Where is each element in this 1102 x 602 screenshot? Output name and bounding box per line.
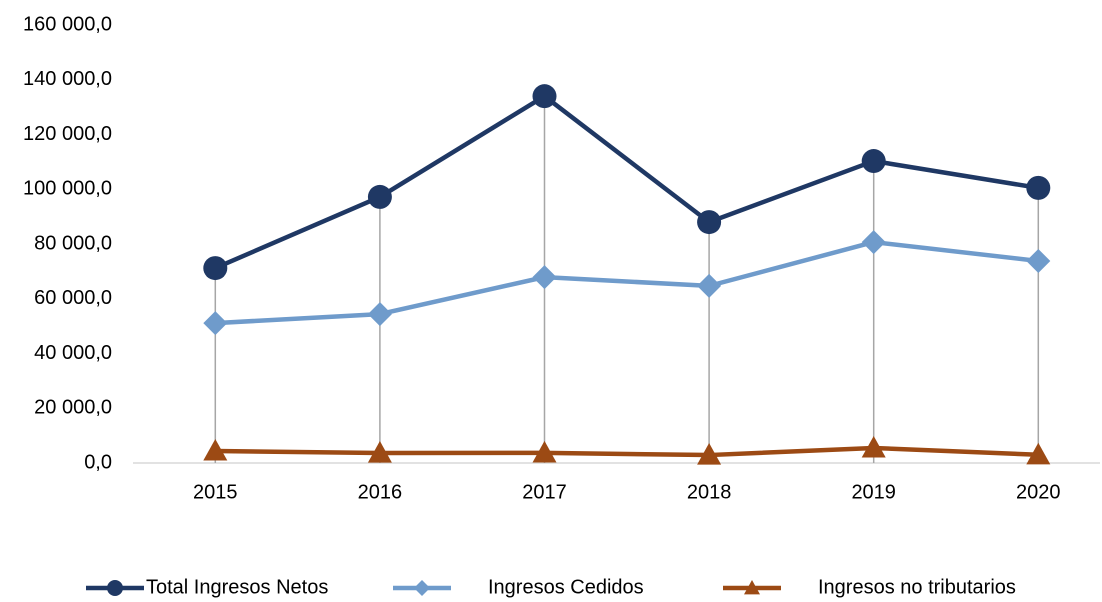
x-tick-label: 2020: [1016, 481, 1061, 503]
y-tick-label: 80 000,0: [34, 232, 112, 254]
y-tick-label: 40 000,0: [34, 342, 112, 364]
y-tick-label: 120 000,0: [23, 123, 112, 145]
data-point: [697, 443, 722, 465]
x-tick-label: 2016: [358, 481, 403, 503]
y-tick-label: 20 000,0: [34, 397, 112, 419]
x-tick-label: 2017: [522, 481, 567, 503]
legend-label: Ingresos no tributarios: [818, 576, 1016, 598]
legend-marker: [414, 580, 430, 596]
data-point: [532, 265, 557, 290]
x-tick-label: 2018: [687, 481, 732, 503]
data-point: [861, 149, 886, 174]
y-tick-label: 0,0: [84, 451, 112, 473]
data-point: [861, 435, 886, 458]
x-tick-label: 2019: [851, 481, 896, 503]
data-point: [697, 273, 722, 298]
data-point: [697, 210, 722, 235]
data-point: [861, 230, 886, 255]
y-tick-label: 160 000,0: [23, 13, 112, 35]
data-point: [367, 441, 392, 463]
y-tick-label: 140 000,0: [23, 68, 112, 90]
x-tick-label: 2015: [193, 481, 238, 503]
legend-marker: [107, 580, 123, 596]
series-line: [215, 445, 1039, 458]
y-tick-label: 100 000,0: [23, 178, 112, 200]
data-point: [532, 84, 557, 109]
data-point: [203, 438, 228, 461]
series-line: [215, 239, 1039, 326]
data-point: [203, 311, 228, 336]
data-point: [367, 302, 392, 327]
legend-label: Total Ingresos Netos: [146, 576, 328, 598]
data-point: [203, 256, 228, 281]
data-point: [367, 184, 392, 209]
data-point: [1026, 175, 1051, 200]
legend-marker: [744, 580, 760, 595]
legend-label: Ingresos Cedidos: [488, 576, 644, 598]
y-tick-label: 60 000,0: [34, 287, 112, 309]
data-point: [1026, 442, 1051, 465]
data-point: [532, 440, 557, 463]
data-point: [1026, 248, 1051, 273]
series-line: [214, 93, 1039, 271]
